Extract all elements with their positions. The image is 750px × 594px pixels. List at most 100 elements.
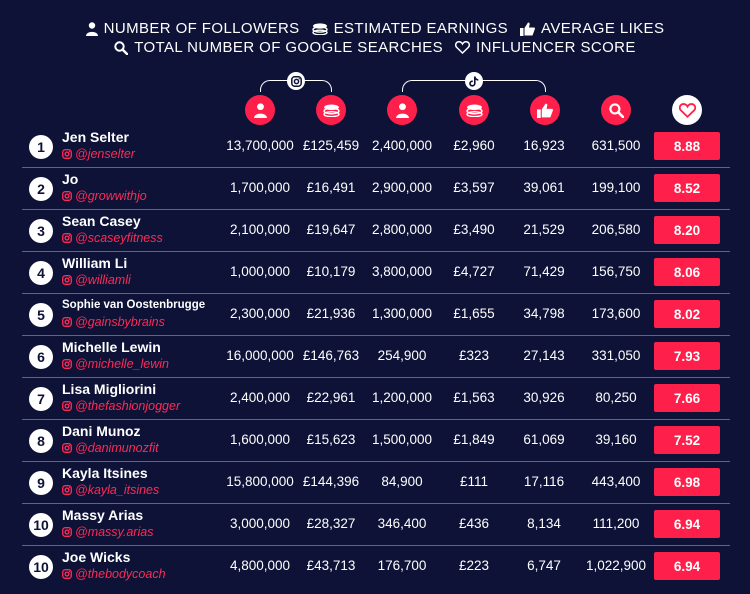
- tt-followers-cell: 3,800,000: [371, 264, 433, 279]
- tt-earnings-cell: £4,727: [453, 264, 495, 279]
- influencer-name: Joe Wicks: [62, 549, 131, 565]
- handle-text: @scaseyfitness: [75, 231, 163, 245]
- ig-earnings-cell: £125,459: [302, 138, 360, 153]
- table-row: 7 Lisa Migliorini @thefashionjogger 2,400,0…: [22, 378, 730, 420]
- searches-cell: 1,022,900: [585, 558, 647, 573]
- influencer-score-badge: 7.93: [654, 342, 720, 370]
- tt-followers-cell: 84,900: [381, 474, 423, 489]
- tt-earnings-cell: £1,849: [453, 432, 495, 447]
- instagram-icon: [62, 443, 72, 453]
- ig-followers-cell: 2,300,000: [229, 306, 291, 321]
- legend-likes: AVERAGE LIKES: [520, 20, 664, 37]
- likes-cell: 34,798: [523, 306, 565, 321]
- ig-earnings-cell: £21,936: [306, 306, 356, 321]
- influencer-handle: @growwithjo: [62, 189, 147, 203]
- tt-followers-cell: 1,300,000: [371, 306, 433, 321]
- tt-earnings-cell: £436: [458, 516, 490, 531]
- thumbs-up-icon: [537, 103, 553, 118]
- rank-badge: 3: [29, 219, 53, 243]
- influencer-score-badge: 7.52: [654, 426, 720, 454]
- likes-column-icon: [530, 95, 560, 125]
- likes-cell: 8,134: [527, 516, 561, 531]
- searches-cell: 80,250: [595, 390, 637, 405]
- tiktok-group-header: [400, 72, 548, 92]
- legend-followers: NUMBER OF FOLLOWERS: [85, 20, 300, 37]
- influencer-handle: @michelle_lewin: [62, 357, 169, 371]
- influencer-score-badge: 8.06: [654, 258, 720, 286]
- rank-badge: 1: [29, 135, 53, 159]
- likes-cell: 16,923: [523, 138, 565, 153]
- score-column-icon: [672, 95, 702, 125]
- handle-text: @michelle_lewin: [75, 357, 169, 371]
- ig-earnings-column-icon: [316, 95, 346, 125]
- rank-badge: 8: [29, 429, 53, 453]
- tt-followers-cell: 2,900,000: [371, 180, 433, 195]
- influencer-name: Massy Arias: [62, 507, 144, 523]
- influencer-handle: @kayla_itsines: [62, 483, 159, 497]
- coins-icon: [465, 104, 483, 117]
- influencer-score-badge: 6.94: [654, 552, 720, 580]
- legend-searches: TOTAL NUMBER OF GOOGLE SEARCHES: [114, 39, 443, 56]
- tt-earnings-column-icon: [459, 95, 489, 125]
- ig-earnings-cell: £146,763: [302, 348, 360, 363]
- instagram-icon: [62, 359, 72, 369]
- table-row: 9 Kayla Itsines @kayla_itsines 15,800,000 £1…: [22, 462, 730, 504]
- influencer-name: Jen Selter: [62, 129, 129, 145]
- tt-followers-cell: 176,700: [377, 558, 427, 573]
- ig-followers-cell: 15,800,000: [226, 474, 294, 489]
- legend-earnings: ESTIMATED EARNINGS: [311, 20, 508, 37]
- handle-text: @thebodycoach: [75, 567, 166, 581]
- tt-followers-cell: 254,900: [377, 348, 427, 363]
- influencer-name: Dani Munoz: [62, 423, 141, 439]
- tiktok-icon: [465, 72, 483, 90]
- handle-text: @danimunozfit: [75, 441, 159, 455]
- influencer-score-badge: 6.98: [654, 468, 720, 496]
- person-icon: [395, 102, 409, 118]
- instagram-icon: [62, 275, 72, 285]
- likes-cell: 27,143: [523, 348, 565, 363]
- influencer-name: Jo: [62, 171, 79, 187]
- tt-followers-cell: 1,500,000: [371, 432, 433, 447]
- influencer-handle: @jenselter: [62, 147, 135, 161]
- ig-earnings-cell: £22,961: [306, 390, 356, 405]
- table-row: 2 Jo @growwithjo 1,700,000 £16,491 2,900,000 £…: [22, 168, 730, 210]
- influencer-score-badge: 8.20: [654, 216, 720, 244]
- influencer-score-badge: 8.52: [654, 174, 720, 202]
- tt-earnings-cell: £3,490: [453, 222, 495, 237]
- person-icon: [85, 21, 98, 36]
- tt-followers-column-icon: [387, 95, 417, 125]
- ig-followers-cell: 3,000,000: [229, 516, 291, 531]
- searches-cell: 156,750: [591, 264, 641, 279]
- influencer-handle: @williamli: [62, 273, 131, 287]
- ig-followers-cell: 1,000,000: [229, 264, 291, 279]
- table-row: 5 Sophie van Oostenbrugge @gainsbybrains 2,…: [22, 294, 730, 336]
- searches-cell: 443,400: [591, 474, 641, 489]
- tt-earnings-cell: £111: [459, 474, 489, 489]
- influencer-handle: @danimunozfit: [62, 441, 159, 455]
- likes-cell: 39,061: [523, 180, 565, 195]
- tt-earnings-cell: £2,960: [453, 138, 495, 153]
- instagram-icon: [62, 401, 72, 411]
- ig-earnings-cell: £16,491: [306, 180, 356, 195]
- heart-icon: [455, 41, 471, 54]
- person-icon: [253, 102, 267, 118]
- legend-row-1: NUMBER OF FOLLOWERS ESTIMATED EARNINGS A…: [0, 20, 750, 37]
- ig-earnings-cell: £19,647: [306, 222, 356, 237]
- rank-badge: 10: [29, 513, 53, 537]
- thumbs-up-icon: [520, 22, 536, 36]
- ig-earnings-cell: £43,713: [306, 558, 356, 573]
- influencer-handle: @gainsbybrains: [62, 315, 165, 329]
- instagram-icon: [287, 72, 305, 90]
- tt-earnings-cell: £1,563: [453, 390, 495, 405]
- influencer-name: Sophie van Oostenbrugge: [62, 299, 206, 311]
- influencer-handle: @scaseyfitness: [62, 231, 163, 245]
- ig-followers-cell: 1,600,000: [229, 432, 291, 447]
- handle-text: @gainsbybrains: [75, 315, 165, 329]
- searches-cell: 331,050: [591, 348, 641, 363]
- ig-followers-cell: 16,000,000: [226, 348, 294, 363]
- coins-icon: [311, 22, 328, 35]
- influencer-score-badge: 7.66: [654, 384, 720, 412]
- ig-followers-cell: 4,800,000: [229, 558, 291, 573]
- likes-cell: 21,529: [523, 222, 565, 237]
- searches-cell: 173,600: [591, 306, 641, 321]
